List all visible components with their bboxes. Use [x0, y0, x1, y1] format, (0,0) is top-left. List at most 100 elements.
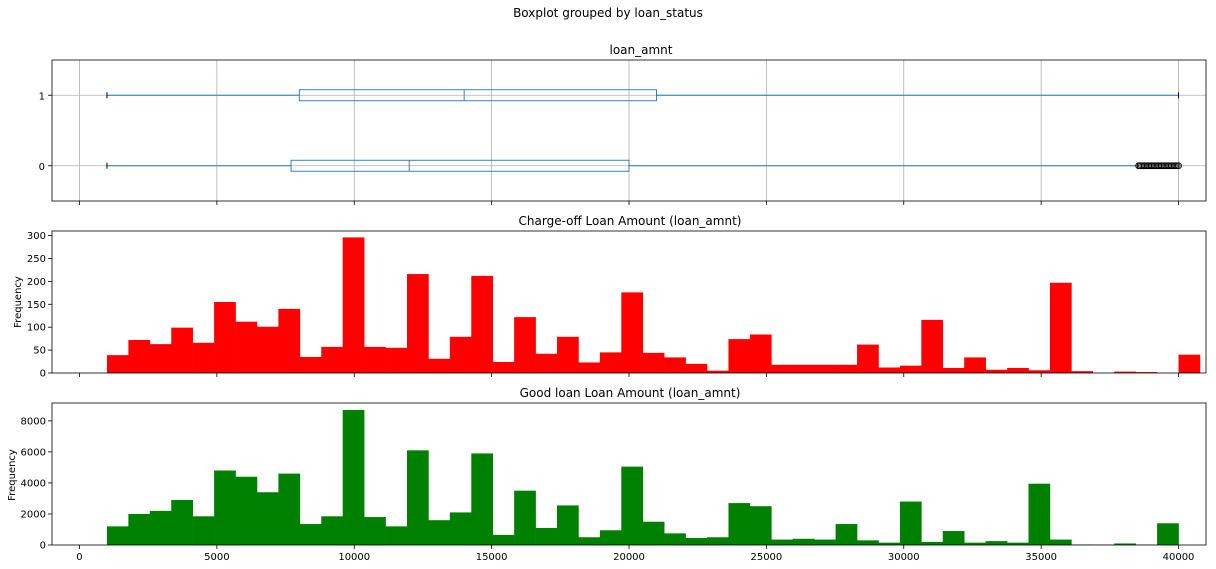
goodloan-bar-1: [128, 513, 151, 545]
goodloan-x-ticks: 0 5000 10000 15000 20000 25000 30000 35000 40000: [76, 545, 1194, 563]
chargeoff-bar-29: [728, 339, 751, 373]
chargeoff-bar-4: [192, 342, 215, 373]
chargeoff-bar-48: [1135, 372, 1158, 373]
goodloan-bar-10: [321, 516, 343, 545]
goodloan-ytick-label-2: 4000: [21, 478, 46, 489]
chargeoff-bar-36: [878, 367, 901, 373]
goodloan-bar-32: [792, 538, 815, 545]
goodloan-bar-31: [771, 539, 794, 545]
goodloan-ytick-label-3: 6000: [21, 447, 46, 458]
goodloan-bar-2: [149, 510, 172, 545]
chargeoff-bar-50: [1178, 354, 1201, 373]
goodloan-bar-7: [256, 492, 279, 545]
box-0-outlier: [1175, 162, 1182, 170]
goodloan-bar-18: [492, 534, 515, 545]
chargeoff-ytick-label-6: 300: [27, 231, 46, 242]
goodloan-xtick-label-3: 15000: [476, 552, 508, 563]
chargeoff-frame: [51, 230, 1207, 374]
chargeoff-bar-18: [492, 362, 515, 373]
goodloan-bar-47: [1114, 543, 1136, 545]
chargeoff-bar-40: [964, 357, 986, 373]
chargeoff-bar-5: [214, 302, 236, 373]
chargeoff-bar-28: [707, 370, 729, 373]
goodloan-frame: [51, 402, 1207, 546]
chargeoff-bars: [106, 237, 1201, 373]
goodloan-bar-44: [1049, 539, 1072, 545]
goodloan-bar-0: [106, 526, 129, 545]
chargeoff-bar-44: [1049, 282, 1072, 373]
chargeoff-bar-43: [1028, 370, 1051, 373]
goodloan-bar-19: [514, 490, 536, 545]
goodloan-bar-26: [664, 533, 686, 545]
goodloan-bar-17: [471, 453, 494, 545]
goodloan-ytick-label-1: 2000: [21, 509, 46, 520]
chargeoff-bar-13: [385, 347, 408, 373]
goodloan-bar-37: [899, 501, 922, 545]
chargeoff-bar-17: [471, 275, 494, 373]
box-0-iqr: [290, 159, 630, 172]
goodloan-xtick-label-8: 40000: [1163, 552, 1195, 563]
boxplot-x-ticks: [79, 201, 1179, 205]
goodloan-bar-21: [557, 505, 579, 545]
goodloan-bar-27: [685, 538, 708, 545]
goodloan-bar-25: [642, 521, 665, 545]
goodloan-bar-11: [342, 409, 365, 545]
goodloan-bar-49: [1157, 523, 1179, 545]
goodloan-bar-33: [814, 539, 836, 545]
goodloan-xtick-label-5: 25000: [750, 552, 782, 563]
goodloan-bar-3: [171, 499, 193, 545]
chargeoff-bar-19: [514, 317, 536, 373]
chargeoff-x-ticks: [79, 373, 1179, 377]
goodloan-bar-8: [278, 473, 301, 545]
goodloan-bar-16: [449, 512, 472, 545]
chargeoff-bar-37: [899, 365, 922, 373]
goodloan-bar-23: [599, 530, 622, 545]
goodloan-bar-22: [578, 537, 601, 545]
chargeoff-bar-33: [814, 364, 836, 373]
goodloan-ytick-label-4: 8000: [21, 416, 46, 427]
chargeoff-bar-38: [921, 319, 944, 373]
chargeoff-ytick-label-2: 100: [27, 323, 46, 334]
goodloan-bar-38: [921, 541, 944, 545]
goodloan-ylabel: Frequency: [7, 449, 18, 501]
chargeoff-bar-45: [1071, 371, 1094, 373]
box-1-iqr: [298, 89, 657, 102]
goodloan-ytick-label-0: 0: [40, 541, 46, 552]
goodloan-histogram-panel: Good loan Loan Amount (loan_amnt) Freque…: [7, 386, 1207, 563]
chargeoff-bar-16: [449, 336, 472, 373]
goodloan-bar-30: [749, 506, 772, 545]
goodloan-bar-6: [235, 476, 258, 545]
chargeoff-title: Charge-off Loan Amount (loan_amnt): [519, 214, 742, 228]
chargeoff-bar-35: [857, 344, 879, 373]
goodloan-bar-28: [707, 537, 729, 545]
goodloan-bars: [106, 409, 1179, 545]
goodloan-bar-39: [942, 531, 965, 545]
chargeoff-bar-31: [771, 364, 794, 373]
goodloan-bar-13: [385, 526, 408, 545]
goodloan-bar-29: [728, 503, 751, 545]
goodloan-bar-24: [621, 466, 644, 545]
goodloan-bar-5: [214, 470, 236, 545]
boxplot-frame: [51, 59, 1207, 202]
chargeoff-bar-3: [171, 327, 193, 373]
chargeoff-bar-41: [985, 369, 1008, 373]
boxplot-grid: [52, 60, 1206, 201]
chargeoff-bar-21: [557, 336, 579, 373]
chargeoff-bar-26: [664, 357, 686, 373]
chargeoff-ylabel: Frequency: [13, 276, 24, 328]
goodloan-bar-4: [192, 516, 215, 545]
chargeoff-histogram-panel: Charge-off Loan Amount (loan_amnt) Frequ…: [13, 214, 1207, 380]
goodloan-bar-15: [428, 520, 451, 545]
boxplot-boxes: [106, 89, 1182, 172]
chargeoff-bar-24: [621, 292, 644, 373]
goodloan-bar-20: [535, 527, 558, 545]
boxplot-ytick-label-1: 1: [39, 91, 45, 102]
boxplot-title: loan_amnt: [610, 43, 673, 57]
goodloan-xtick-label-4: 20000: [613, 552, 645, 563]
goodloan-y-ticks: 0 2000 4000 6000 8000: [21, 416, 52, 552]
goodloan-bar-9: [299, 524, 322, 545]
chargeoff-bar-12: [364, 346, 386, 373]
chargeoff-bar-15: [428, 358, 451, 373]
figure-suptitle: Boxplot grouped by loan_status: [513, 6, 703, 20]
chargeoff-bar-23: [599, 352, 622, 373]
